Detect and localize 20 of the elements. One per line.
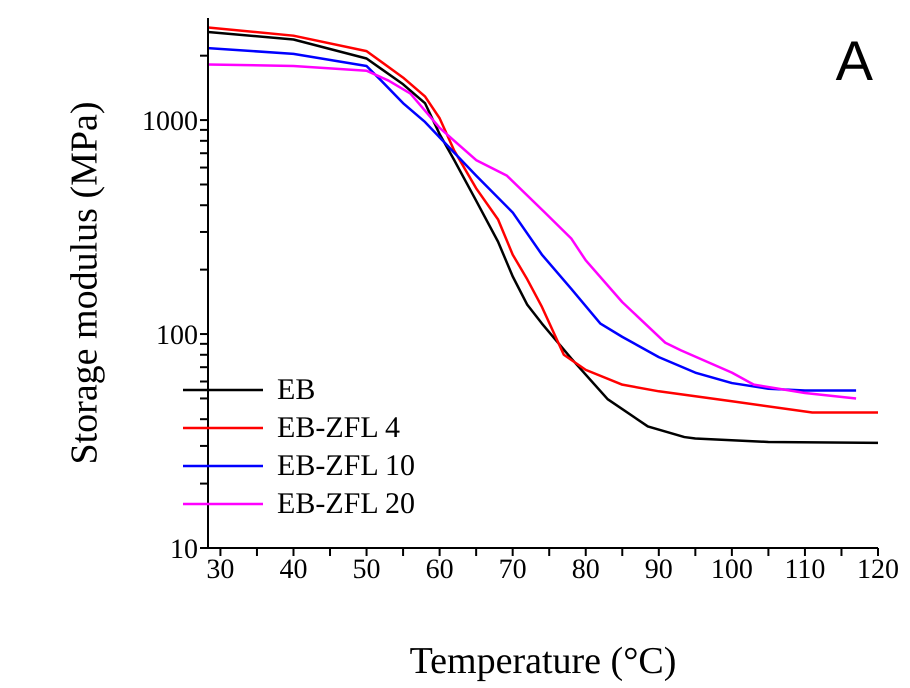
x-tick-label: 80 xyxy=(572,554,600,585)
y-tick-label: 1000 xyxy=(142,106,198,138)
legend-label: EB xyxy=(277,372,316,408)
x-axis-title: Temperature (°C) xyxy=(410,640,676,682)
x-tick-label: 40 xyxy=(279,554,308,585)
legend-label: EB-ZFL 10 xyxy=(277,448,416,484)
x-tick-label: 120 xyxy=(857,554,899,585)
x-tick-label: 70 xyxy=(498,554,527,585)
x-tick-label: 50 xyxy=(352,554,381,585)
annotation: A xyxy=(836,28,873,93)
x-tick-label: 110 xyxy=(784,554,826,585)
legend-label: EB-ZFL 4 xyxy=(277,410,400,446)
legend-label: EB-ZFL 20 xyxy=(277,486,416,522)
x-tick-label: 90 xyxy=(644,554,673,585)
x-tick-label: 100 xyxy=(710,554,753,585)
y-tick-label: 100 xyxy=(156,320,198,351)
y-axis-title: Storage modulus (MPa) xyxy=(63,101,106,465)
x-tick-label: 60 xyxy=(426,554,454,585)
x-tick-label: 30 xyxy=(206,554,234,585)
y-tick-label: 10 xyxy=(170,534,198,565)
